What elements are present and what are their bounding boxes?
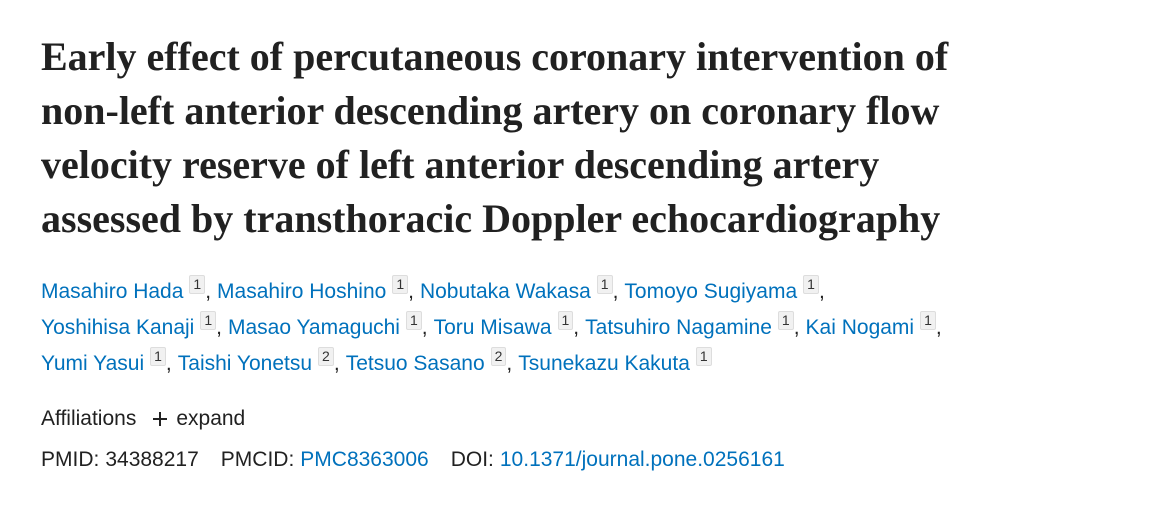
author-line: Masahiro Hada 1, Masahiro Hoshino 1, Nobutak… xyxy=(41,274,948,310)
author-separator: , xyxy=(333,352,340,375)
author-name[interactable]: Masahiro Hoshino xyxy=(217,280,387,303)
author-line: Yoshihisa Kanaji 1, Masao Yamaguchi 1, Toru … xyxy=(41,310,948,346)
author-name[interactable]: Tsunekazu Kakuta xyxy=(518,352,690,375)
author-separator: , xyxy=(818,280,825,303)
identifier-value[interactable]: 10.1371/journal.pone.0256161 xyxy=(499,448,785,471)
author-name[interactable]: Nobutaka Wakasa xyxy=(419,280,591,303)
author-separator: , xyxy=(612,280,619,303)
author-name[interactable]: Tetsuo Sasano xyxy=(345,352,485,375)
author-name[interactable]: Toru Misawa xyxy=(433,316,552,339)
affiliation-number[interactable]: 2 xyxy=(490,347,507,366)
author-separator: , xyxy=(573,316,580,339)
identifier-value[interactable]: PMC8363006 xyxy=(300,448,429,471)
expand-toggle[interactable]: expand xyxy=(176,407,246,430)
identifiers: PMID: 34388217 PMCID: PMC8363006 DOI: 10.1371… xyxy=(41,446,807,474)
affiliation-number[interactable]: 1 xyxy=(150,347,166,366)
affiliation-number[interactable]: 1 xyxy=(405,311,422,330)
author-name[interactable]: Yumi Yasui xyxy=(41,352,145,375)
author-separator: , xyxy=(205,280,212,303)
identifier-label: DOI: xyxy=(450,448,494,471)
author-separator: , xyxy=(506,352,513,375)
affiliation-number[interactable]: 1 xyxy=(596,275,613,294)
author-separator: , xyxy=(165,352,172,375)
affiliation-number[interactable]: 2 xyxy=(318,347,334,366)
author-separator: , xyxy=(935,316,942,339)
author-separator: , xyxy=(216,316,222,339)
author-name[interactable]: Masahiro Hada xyxy=(41,280,184,303)
author-line: Yumi Yasui 1, Taishi Yonetsu 2, Tetsuo Sasan… xyxy=(41,346,948,382)
affiliation-number[interactable]: 1 xyxy=(695,347,712,366)
affiliation-number[interactable]: 1 xyxy=(189,275,206,294)
author-list: Masahiro Hada 1, Masahiro Hoshino 1, Nobutak… xyxy=(41,274,948,382)
author-name[interactable]: Masao Yamaguchi xyxy=(227,316,400,339)
identifier-value: 34388217 xyxy=(105,448,199,471)
author-separator: , xyxy=(793,316,800,339)
article-title: Early effect of percutaneous coronary in… xyxy=(41,30,948,246)
author-name[interactable]: Tomoyo Sugiyama xyxy=(624,280,798,303)
author-name[interactable]: Tatsuhiro Nagamine xyxy=(585,316,772,339)
affiliation-number[interactable]: 1 xyxy=(803,275,819,294)
identifier-label: PMCID: xyxy=(220,448,295,471)
identifier-label: PMID: xyxy=(41,448,100,471)
affiliation-number[interactable]: 1 xyxy=(392,275,409,294)
author-name[interactable]: Taishi Yonetsu xyxy=(177,352,313,375)
author-name[interactable]: Yoshihisa Kanaji xyxy=(41,316,195,339)
affiliation-number[interactable]: 1 xyxy=(200,311,217,330)
affiliation-number[interactable]: 1 xyxy=(920,311,936,330)
author-separator: , xyxy=(408,280,414,303)
author-name[interactable]: Kai Nogami xyxy=(805,316,915,339)
expand-icon[interactable] xyxy=(152,411,168,427)
affiliations-label: Affiliations xyxy=(41,407,137,430)
title-line: assessed by transthoracic Doppler echoca… xyxy=(41,196,941,241)
title-line: Early effect of percutaneous coronary in… xyxy=(41,34,949,79)
affiliations: Affiliations expand xyxy=(41,405,245,433)
title-line: non-left anterior descending artery on c… xyxy=(41,88,940,133)
affiliation-number[interactable]: 1 xyxy=(777,311,794,330)
author-separator: , xyxy=(421,316,428,339)
affiliation-number[interactable]: 1 xyxy=(557,311,574,330)
title-line: velocity reserve of left anterior descen… xyxy=(41,142,880,187)
